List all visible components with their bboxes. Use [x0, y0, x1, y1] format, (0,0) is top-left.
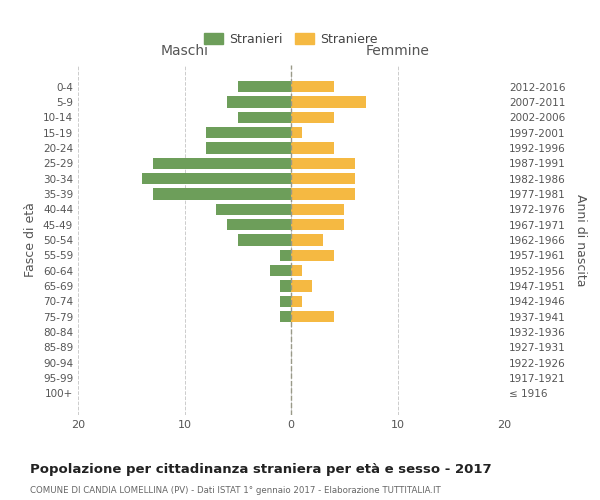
Bar [280, 311, 291, 322]
Bar [217, 204, 291, 215]
Bar [227, 96, 291, 108]
Bar [291, 311, 334, 322]
Bar [291, 296, 302, 307]
Bar [291, 112, 334, 123]
Bar [152, 158, 291, 169]
Bar [280, 296, 291, 307]
Text: Femmine: Femmine [365, 44, 430, 58]
Y-axis label: Fasce di età: Fasce di età [25, 202, 37, 278]
Bar [291, 81, 334, 92]
Y-axis label: Anni di nascita: Anni di nascita [574, 194, 587, 286]
Bar [291, 142, 334, 154]
Text: Maschi: Maschi [161, 44, 209, 58]
Bar [206, 142, 291, 154]
Bar [152, 188, 291, 200]
Bar [291, 96, 365, 108]
Bar [291, 219, 344, 230]
Bar [291, 265, 302, 276]
Bar [238, 112, 291, 123]
Bar [291, 127, 302, 138]
Bar [291, 188, 355, 200]
Bar [291, 234, 323, 246]
Bar [270, 265, 291, 276]
Legend: Stranieri, Straniere: Stranieri, Straniere [200, 29, 382, 50]
Text: Popolazione per cittadinanza straniera per età e sesso - 2017: Popolazione per cittadinanza straniera p… [30, 462, 491, 475]
Bar [206, 127, 291, 138]
Bar [142, 173, 291, 184]
Bar [280, 280, 291, 292]
Bar [238, 234, 291, 246]
Bar [291, 204, 344, 215]
Bar [291, 280, 313, 292]
Bar [291, 250, 334, 261]
Text: COMUNE DI CANDIA LOMELLINA (PV) - Dati ISTAT 1° gennaio 2017 - Elaborazione TUTT: COMUNE DI CANDIA LOMELLINA (PV) - Dati I… [30, 486, 441, 495]
Bar [291, 158, 355, 169]
Bar [238, 81, 291, 92]
Bar [291, 173, 355, 184]
Bar [280, 250, 291, 261]
Bar [227, 219, 291, 230]
